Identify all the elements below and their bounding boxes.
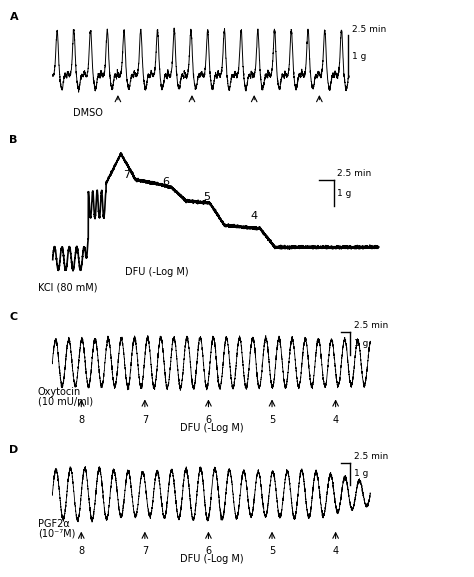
Text: 1 g: 1 g <box>355 339 369 348</box>
Text: 4: 4 <box>333 415 339 425</box>
Text: 2.5 min: 2.5 min <box>337 169 372 178</box>
Text: 5: 5 <box>203 192 210 203</box>
Text: DFU (-Log M): DFU (-Log M) <box>180 423 243 433</box>
Text: Oxytocin: Oxytocin <box>38 387 81 397</box>
Text: 4: 4 <box>333 546 339 556</box>
Text: DMSO: DMSO <box>73 108 103 118</box>
Text: 7: 7 <box>123 170 130 180</box>
Text: D: D <box>9 445 19 455</box>
Text: 5: 5 <box>269 546 275 556</box>
Text: 8: 8 <box>78 546 84 556</box>
Text: 6: 6 <box>205 546 211 556</box>
Text: PGF2α: PGF2α <box>38 519 70 530</box>
Text: 2.5 min: 2.5 min <box>355 321 389 330</box>
Text: DFU (-Log M): DFU (-Log M) <box>180 554 243 564</box>
Text: 2.5 min: 2.5 min <box>355 452 389 462</box>
Text: 8: 8 <box>78 415 84 425</box>
Text: 5: 5 <box>269 415 275 425</box>
Text: (10⁻⁷M): (10⁻⁷M) <box>38 529 75 539</box>
Text: 6: 6 <box>162 177 169 187</box>
Text: A: A <box>9 12 18 23</box>
Text: (10 mU/ml): (10 mU/ml) <box>38 397 93 407</box>
Text: C: C <box>9 312 18 322</box>
Text: KCl (80 mM): KCl (80 mM) <box>38 283 98 293</box>
Text: DFU (-Log M): DFU (-Log M) <box>125 267 188 277</box>
Text: 2.5 min: 2.5 min <box>352 25 386 35</box>
Text: 1 g: 1 g <box>352 51 366 61</box>
Text: 7: 7 <box>142 546 148 556</box>
Text: 7: 7 <box>142 415 148 425</box>
Text: 1 g: 1 g <box>355 470 369 478</box>
Text: 6: 6 <box>205 415 211 425</box>
Text: B: B <box>9 136 18 145</box>
Text: 1 g: 1 g <box>337 189 352 198</box>
Text: 4: 4 <box>251 211 258 221</box>
